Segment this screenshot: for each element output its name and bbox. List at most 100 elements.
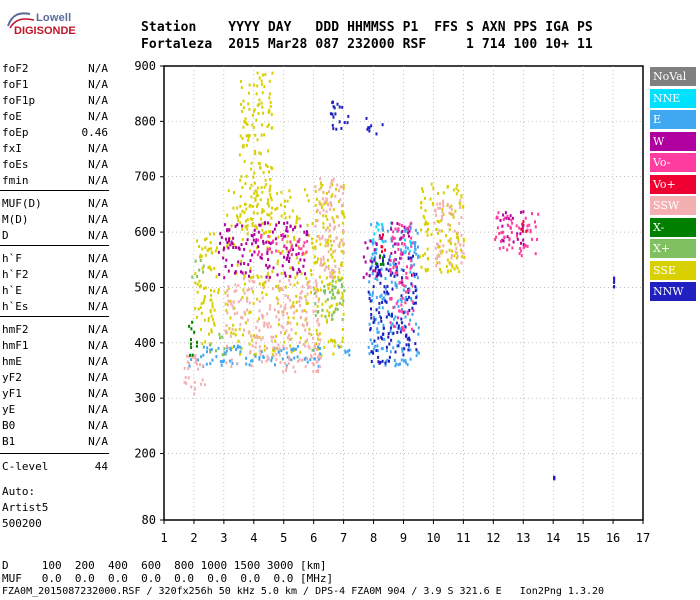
data-point — [326, 309, 329, 313]
data-point — [405, 333, 408, 337]
data-point — [261, 283, 264, 286]
data-point — [244, 312, 247, 316]
data-point — [185, 354, 188, 358]
data-point — [261, 228, 264, 232]
data-point — [313, 344, 316, 348]
data-point — [403, 328, 406, 332]
data-point — [301, 358, 304, 362]
data-point — [321, 302, 324, 306]
data-point — [368, 129, 371, 133]
data-point — [248, 83, 251, 87]
data-point — [397, 304, 400, 308]
data-point — [366, 246, 369, 250]
data-point — [271, 230, 274, 234]
data-point — [394, 272, 397, 275]
data-point — [241, 224, 244, 228]
data-point — [316, 209, 319, 213]
data-point — [460, 255, 463, 259]
data-point — [302, 244, 305, 248]
data-point — [400, 299, 403, 303]
data-point — [362, 275, 365, 279]
data-point — [203, 298, 206, 302]
data-point — [219, 336, 221, 340]
data-point — [377, 330, 380, 334]
data-point — [280, 214, 283, 218]
data-point — [254, 189, 257, 193]
data-point — [537, 212, 540, 216]
data-point — [332, 339, 334, 343]
data-point — [288, 189, 291, 193]
data-point — [257, 162, 260, 165]
data-point — [327, 250, 330, 254]
data-point — [325, 265, 328, 269]
data-point — [258, 250, 260, 254]
data-point — [331, 279, 334, 283]
data-point — [267, 321, 270, 325]
data-point — [463, 256, 466, 259]
data-point — [385, 315, 388, 319]
data-point — [391, 322, 394, 326]
data-point — [314, 279, 317, 283]
data-point — [516, 237, 519, 241]
data-point — [263, 85, 266, 89]
data-point — [334, 285, 337, 289]
x-tick-label: 6 — [310, 531, 317, 545]
data-point — [389, 259, 392, 263]
data-point — [519, 247, 522, 250]
data-point — [236, 216, 239, 220]
data-point — [287, 296, 290, 299]
data-point — [394, 262, 397, 266]
data-point — [297, 268, 300, 271]
data-point — [247, 138, 250, 142]
data-point — [255, 194, 258, 198]
data-point — [210, 328, 213, 332]
data-point — [315, 348, 318, 352]
data-point — [319, 288, 322, 292]
data-point — [256, 274, 259, 278]
data-point — [531, 212, 533, 216]
data-point — [306, 357, 309, 361]
data-point — [497, 211, 500, 215]
data-point — [324, 315, 327, 318]
data-point — [506, 214, 509, 218]
data-point — [285, 364, 288, 368]
data-point — [193, 356, 196, 360]
data-point — [280, 233, 283, 237]
data-point — [376, 221, 379, 225]
data-point — [380, 316, 382, 320]
data-point — [262, 239, 265, 243]
data-point — [277, 310, 280, 314]
data-point — [185, 381, 188, 385]
data-point — [239, 214, 242, 218]
data-point — [393, 242, 396, 246]
data-point — [247, 135, 250, 139]
data-point — [275, 249, 278, 253]
data-point — [244, 219, 247, 223]
data-point — [266, 266, 269, 270]
data-point — [377, 349, 379, 353]
data-point — [313, 286, 316, 290]
data-point — [213, 232, 215, 236]
auto-artist: Artist5 — [2, 501, 49, 514]
data-point — [393, 317, 396, 321]
data-point — [427, 228, 429, 231]
data-point — [266, 312, 269, 316]
data-point — [416, 231, 419, 235]
data-point — [399, 327, 402, 331]
data-point — [393, 236, 396, 240]
data-point — [404, 245, 407, 249]
data-point — [201, 267, 204, 270]
data-point — [280, 203, 282, 207]
data-point — [289, 274, 292, 278]
data-point — [268, 186, 271, 190]
data-point — [409, 266, 412, 270]
data-point — [256, 253, 259, 257]
param-row: yF1 N/A — [2, 387, 108, 401]
data-point — [252, 275, 255, 279]
data-point — [248, 274, 250, 278]
data-point — [379, 263, 382, 266]
data-point — [438, 255, 441, 258]
data-point — [328, 283, 331, 287]
data-point — [253, 232, 256, 236]
data-point — [306, 301, 309, 305]
